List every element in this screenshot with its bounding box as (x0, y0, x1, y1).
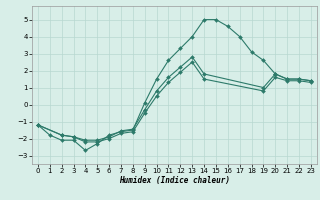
X-axis label: Humidex (Indice chaleur): Humidex (Indice chaleur) (119, 176, 230, 185)
